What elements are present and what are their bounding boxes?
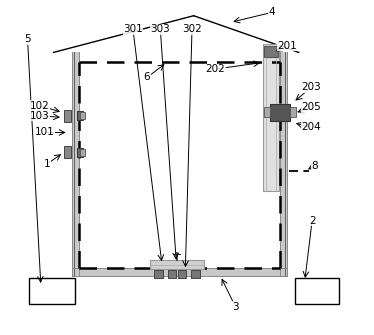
Text: 6: 6 [144, 72, 150, 82]
Text: 302: 302 [182, 24, 202, 34]
Bar [72, 268, 287, 276]
Bar [154, 270, 163, 278]
Text: 204: 204 [301, 123, 321, 132]
Bar [191, 270, 200, 278]
Text: 101: 101 [34, 128, 54, 137]
Text: 3: 3 [232, 302, 239, 312]
Text: 4: 4 [269, 7, 275, 17]
Bar [72, 52, 79, 276]
Text: 201: 201 [277, 41, 297, 51]
Bar [28, 278, 75, 304]
Text: 301: 301 [123, 24, 143, 34]
Bar [150, 260, 204, 269]
Text: 5: 5 [24, 34, 31, 44]
Text: 103: 103 [30, 111, 49, 121]
Bar [289, 108, 295, 118]
Text: 2: 2 [309, 216, 315, 226]
Bar [264, 46, 278, 57]
Bar [280, 52, 287, 276]
Text: 203: 203 [301, 82, 321, 92]
Text: 303: 303 [150, 24, 170, 34]
Text: 102: 102 [30, 101, 49, 111]
Bar [178, 270, 186, 278]
Bar [168, 270, 176, 278]
Text: 202: 202 [205, 64, 225, 74]
Bar [64, 110, 71, 122]
Bar [64, 146, 71, 158]
Bar [80, 113, 85, 119]
Bar [80, 149, 85, 156]
Bar [264, 108, 270, 118]
Text: 1: 1 [43, 159, 50, 169]
Bar [295, 278, 339, 304]
Bar [263, 44, 279, 191]
Text: 8: 8 [311, 161, 318, 171]
Bar [270, 104, 289, 121]
Bar [77, 112, 83, 120]
Text: 205: 205 [301, 103, 321, 113]
Bar [77, 148, 83, 157]
